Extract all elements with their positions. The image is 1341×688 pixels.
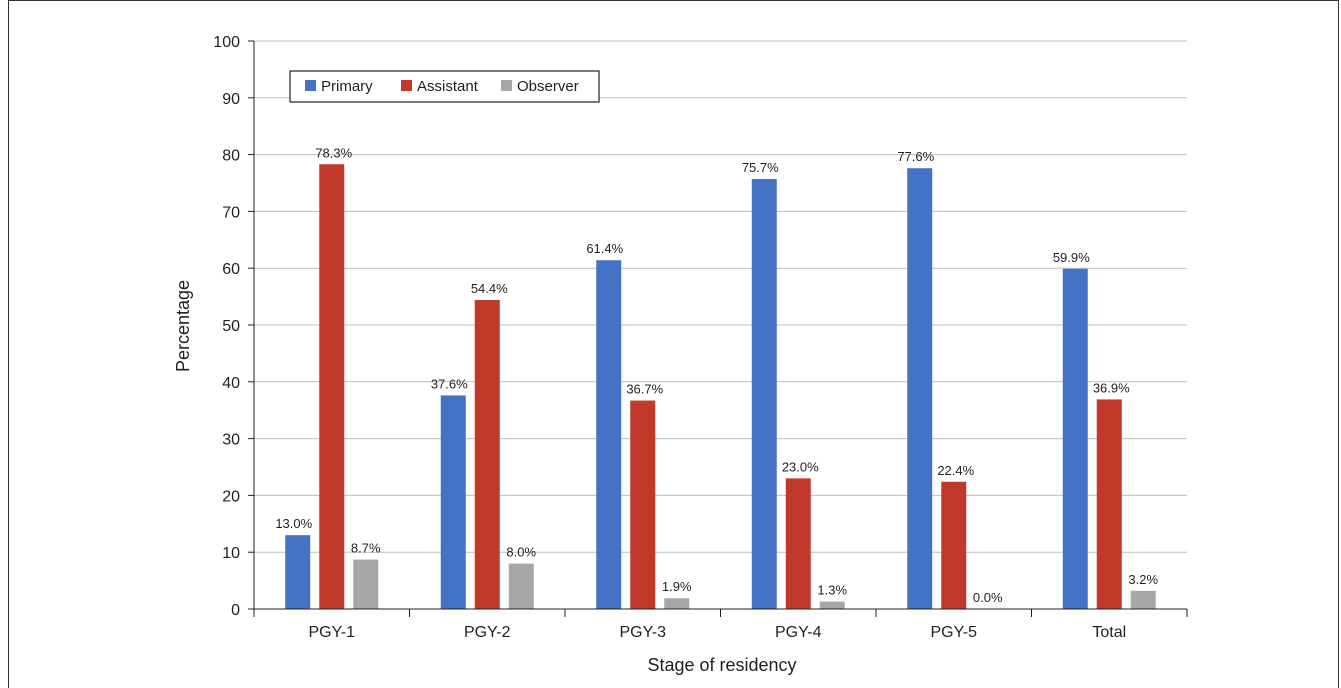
y-tick-label: 90: [222, 91, 240, 108]
legend-swatch-observer: [501, 80, 512, 91]
y-axis-label: Percentage: [173, 280, 193, 372]
x-tick-label: PGY-1: [308, 624, 355, 641]
data-label: 54.4%: [471, 281, 508, 296]
data-label: 37.6%: [431, 376, 468, 391]
y-tick-label: 10: [222, 545, 240, 562]
y-tick-label: 30: [222, 432, 240, 449]
data-label: 0.0%: [973, 590, 1003, 605]
bar-assistant: [319, 164, 345, 610]
x-tick-label: Total: [1092, 624, 1126, 641]
legend-box: [289, 70, 600, 103]
data-label: 8.7%: [351, 541, 381, 556]
data-label: 36.7%: [626, 382, 663, 397]
bar-primary: [285, 535, 311, 609]
bar-primary: [440, 395, 466, 609]
bar-assistant: [1096, 399, 1122, 609]
y-tick-label: 0: [231, 602, 240, 619]
bar-observer: [819, 601, 845, 609]
bar-assistant: [630, 400, 656, 609]
data-label: 75.7%: [742, 160, 779, 175]
legend-label-primary: Primary: [321, 78, 373, 95]
bar-primary: [1062, 268, 1088, 609]
x-tick-label: PGY-4: [775, 624, 822, 641]
x-axis-label: Stage of residency: [647, 655, 796, 675]
bars: [285, 164, 1156, 610]
legend-swatch-assistant: [401, 80, 412, 91]
bar-primary: [596, 260, 622, 609]
bar-observer: [1130, 590, 1156, 609]
legend-swatch-primary: [305, 80, 316, 91]
y-tick-label: 80: [222, 148, 240, 165]
bar-assistant: [785, 478, 811, 609]
axes: [248, 40, 1188, 617]
data-label: 23.0%: [782, 459, 819, 474]
bar-primary: [907, 168, 933, 609]
data-label: 61.4%: [586, 241, 623, 256]
x-tick-label: PGY-2: [464, 624, 511, 641]
y-tick-label: 100: [213, 34, 240, 51]
y-tick-labels: 0 10 20 30 40 50 60 70 80 90 100: [213, 34, 240, 619]
bar-observer: [664, 598, 690, 609]
bar-observer: [353, 559, 379, 609]
bar-observer: [508, 563, 534, 609]
data-labels: 13.0% 37.6% 61.4% 75.7% 77.6% 59.9% 78.3% 54.4%…: [275, 145, 1158, 605]
bar-assistant: [474, 300, 500, 609]
x-tick-label: PGY-5: [930, 624, 977, 641]
y-tick-label: 20: [222, 488, 240, 505]
bar-assistant: [941, 481, 967, 609]
legend-label-observer: Observer: [517, 78, 579, 95]
y-tick-label: 40: [222, 375, 240, 392]
x-tick-labels: PGY-1 PGY-2 PGY-3 PGY-4 PGY-5 Total: [308, 624, 1126, 641]
data-label: 1.3%: [817, 583, 847, 598]
data-label: 13.0%: [275, 516, 312, 531]
data-label: 59.9%: [1053, 250, 1090, 265]
legend-label-assistant: Assistant: [417, 78, 479, 95]
chart-frame: [8, 0, 1339, 688]
legend: Primary Assistant Observer: [289, 70, 600, 103]
x-tick-label: PGY-3: [619, 624, 666, 641]
y-tick-label: 60: [222, 261, 240, 278]
bar-primary: [751, 179, 777, 610]
data-label: 1.9%: [662, 579, 692, 594]
y-tick-label: 70: [222, 204, 240, 221]
data-label: 22.4%: [937, 463, 974, 478]
data-label: 8.0%: [506, 545, 536, 560]
y-tick-label: 50: [222, 318, 240, 335]
data-label: 78.3%: [315, 145, 352, 160]
gridlines: [254, 40, 1187, 553]
data-label: 36.9%: [1093, 380, 1130, 395]
data-label: 77.6%: [897, 149, 934, 164]
data-label: 3.2%: [1128, 572, 1158, 587]
